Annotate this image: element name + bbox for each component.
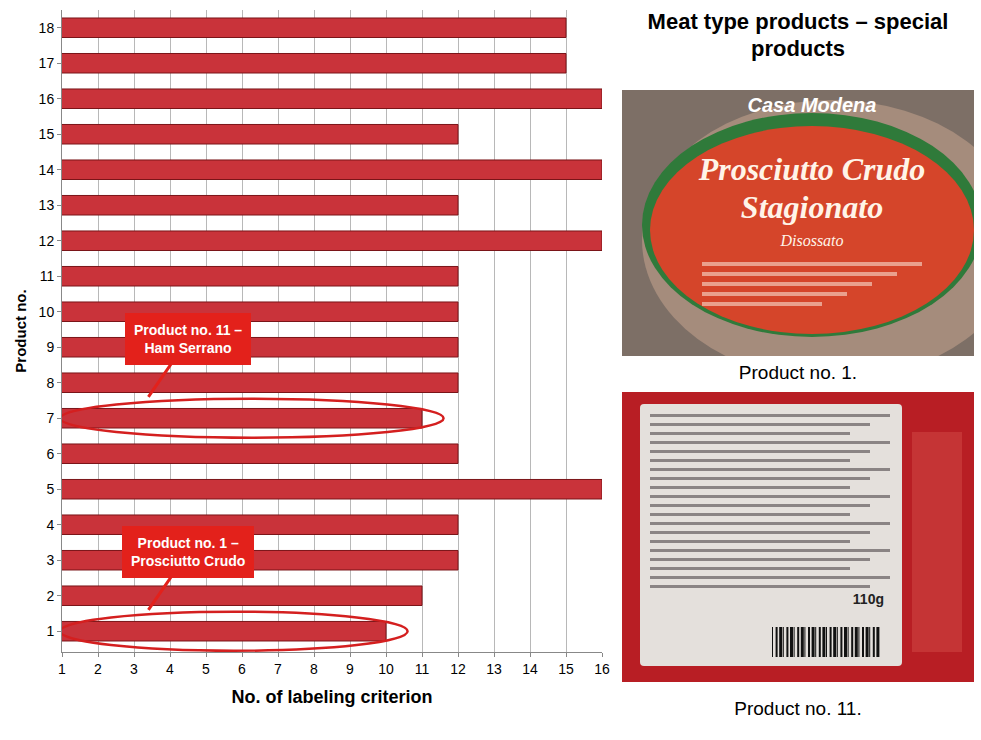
svg-text:11: 11 xyxy=(40,268,55,284)
svg-text:6: 6 xyxy=(238,661,246,677)
svg-text:10: 10 xyxy=(378,661,394,677)
svg-text:3: 3 xyxy=(46,552,54,568)
svg-text:13: 13 xyxy=(486,661,502,677)
html-text:Product no. 1.: Product no. 1. xyxy=(738,362,858,383)
svg-text:8: 8 xyxy=(310,661,318,677)
svg-text:7: 7 xyxy=(274,661,282,677)
svg-text:6: 6 xyxy=(46,446,54,462)
svg-text:9: 9 xyxy=(346,661,354,677)
svg-text:11: 11 xyxy=(415,661,430,677)
svg-text:1: 1 xyxy=(46,623,54,639)
svg-text:15: 15 xyxy=(558,661,574,677)
svg-text:1: 1 xyxy=(58,661,66,677)
svg-text:13: 13 xyxy=(39,197,55,213)
svg-text:14: 14 xyxy=(39,162,55,178)
svg-text:7: 7 xyxy=(46,410,54,426)
svg-text:2: 2 xyxy=(46,588,54,604)
svg-text:3: 3 xyxy=(130,661,138,677)
svg-text:Product no. 11 –Ham Serrano: Product no. 11 –Ham Serrano xyxy=(134,322,242,356)
svg-text:5: 5 xyxy=(202,661,210,677)
svg-text:Product no.: Product no. xyxy=(12,289,29,372)
svg-text:4: 4 xyxy=(166,661,174,677)
svg-text:Product no. 1 –Prosciutto Crud: Product no. 1 –Prosciutto Crudo xyxy=(131,535,245,569)
svg-text:9: 9 xyxy=(46,339,54,355)
svg-text:2: 2 xyxy=(94,661,102,677)
svg-text:5: 5 xyxy=(46,481,54,497)
html-text:Meat type products – special p: Meat type products – special products xyxy=(647,9,949,61)
svg-text:12: 12 xyxy=(39,233,55,249)
svg-text:No. of labeling criterion: No. of labeling criterion xyxy=(231,687,432,707)
svg-text:12: 12 xyxy=(450,661,466,677)
html-text:Product no. 11.: Product no. 11. xyxy=(734,698,862,719)
svg-text:Prosciutto Crudo: Prosciutto Crudo xyxy=(698,151,926,187)
svg-text:Stagionato: Stagionato xyxy=(741,189,883,225)
svg-text:17: 17 xyxy=(39,55,55,71)
svg-text:Casa Modena: Casa Modena xyxy=(748,94,877,116)
svg-text:Disossato: Disossato xyxy=(779,232,843,249)
svg-text:14: 14 xyxy=(522,661,538,677)
svg-text:8: 8 xyxy=(46,375,54,391)
svg-text:15: 15 xyxy=(39,126,55,142)
svg-text:110g: 110g xyxy=(853,591,884,607)
svg-text:18: 18 xyxy=(39,20,55,36)
svg-text:4: 4 xyxy=(46,517,54,533)
svg-text:16: 16 xyxy=(39,91,55,107)
svg-text:10: 10 xyxy=(39,304,55,320)
svg-text:16: 16 xyxy=(594,661,610,677)
